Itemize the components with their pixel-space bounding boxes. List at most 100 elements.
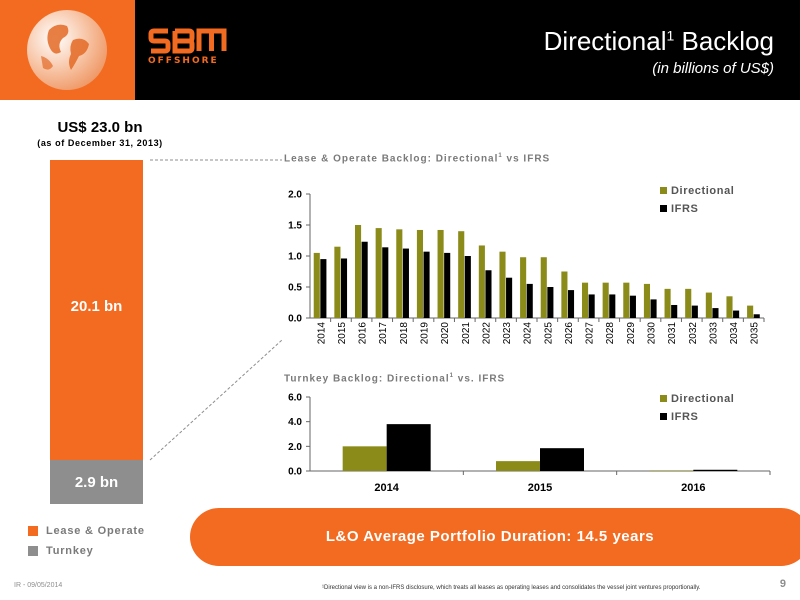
lo-chart-bar-ifrs-2016 xyxy=(361,241,368,318)
tk-chart-title-mark: 1 xyxy=(449,373,454,379)
lo-chart-y-tick-label: 0.0 xyxy=(288,314,302,325)
lo-chart-legend-swatch-directional xyxy=(660,187,667,194)
tk-chart-legend-swatch-ifrs xyxy=(660,413,667,420)
globe-icon xyxy=(27,10,107,90)
lo-chart-bar-directional-2020 xyxy=(437,229,444,318)
tk-chart-legend-label-ifrs: IFRS xyxy=(671,411,698,423)
page-subtitle: (in billions of US$) xyxy=(652,60,774,77)
lo-chart-bar-ifrs-2022 xyxy=(485,270,492,318)
turnkey-value: 2.9 bn xyxy=(74,474,119,491)
lo-chart-bar-ifrs-2017 xyxy=(382,247,389,318)
lo-chart-x-tick-label: 2024 xyxy=(523,322,534,345)
tk-chart-x-tick-label: 2015 xyxy=(528,482,552,494)
lo-chart-x-tick-label: 2034 xyxy=(729,322,740,345)
lease-operate-chart: 0.0 0.5 1.0 1.5 2.0 2014 2015 2016 2017 2018 2019 2… xyxy=(288,185,765,345)
lo-chart-bar-ifrs-2035 xyxy=(753,314,760,318)
lo-chart-bar-ifrs-2014 xyxy=(320,259,327,318)
lo-chart-bar-directional-2033 xyxy=(705,292,712,318)
total-backlog: US$ 23.0 bn xyxy=(57,119,143,136)
tk-chart-bar-directional-2016 xyxy=(649,470,694,471)
lo-chart-bar-directional-2031 xyxy=(664,288,671,318)
lo-chart-x-tick-label: 2035 xyxy=(750,322,761,345)
lo-chart-title-rest: vs IFRS xyxy=(502,153,551,165)
lo-chart-bar-directional-2023 xyxy=(499,251,506,318)
lo-chart-bar-directional-2032 xyxy=(685,288,692,318)
lo-chart-bar-directional-2018 xyxy=(396,229,403,318)
lo-chart-bar-directional-2016 xyxy=(354,225,362,318)
lo-chart-x-tick-label: 2028 xyxy=(605,322,616,345)
title-footnote-mark: 1 xyxy=(666,27,675,44)
lo-chart-y-tick-label: 1.0 xyxy=(288,252,302,263)
tk-chart-y-tick-label: 4.0 xyxy=(288,417,302,428)
lo-chart-bar-directional-2028 xyxy=(602,282,609,318)
lo-chart-x-tick-label: 2030 xyxy=(647,322,658,345)
tk-chart-y-tick-label: 0.0 xyxy=(288,467,302,478)
header-bar: OFFSHORE Directional1 Backlog (in billio… xyxy=(0,0,800,100)
lo-chart-bar-directional-2021 xyxy=(458,231,465,318)
page-number: 9 xyxy=(779,578,786,590)
lo-chart-bar-directional-2014 xyxy=(313,252,320,318)
lo-chart-x-tick-label: 2020 xyxy=(440,322,451,345)
lo-chart-bar-ifrs-2028 xyxy=(609,294,616,318)
lo-chart-x-tick-label: 2021 xyxy=(461,322,472,345)
lo-chart-bar-ifrs-2021 xyxy=(464,256,471,318)
lease-operate-segment: 20.1 bn xyxy=(50,160,143,460)
lo-chart-title-text: Lease & Operate Backlog: Directional xyxy=(284,153,499,165)
tk-chart-bar-ifrs-2014 xyxy=(386,424,431,471)
lo-chart-bar-directional-2019 xyxy=(416,229,423,318)
tk-chart-legend-label-directional: Directional xyxy=(671,393,734,405)
legend-swatch-turnkey xyxy=(28,546,38,556)
duration-banner xyxy=(190,508,800,566)
turnkey-segment: 2.9 bn xyxy=(50,460,143,504)
lease-operate-value: 20.1 bn xyxy=(70,298,123,315)
lo-chart-y-tick-label: 0.5 xyxy=(288,283,302,294)
legend-item-lease-operate: Lease & Operate xyxy=(28,521,145,541)
lo-chart-bar-ifrs-2018 xyxy=(402,248,409,318)
legend-swatch-lease-operate xyxy=(28,526,38,536)
summary-legend: Lease & Operate Turnkey xyxy=(28,521,145,561)
lo-chart-x-tick-label: 2018 xyxy=(399,322,410,345)
lo-chart-title-mark: 1 xyxy=(498,153,503,159)
lo-chart-x-tick-label: 2022 xyxy=(481,322,492,345)
lo-chart-x-tick-label: 2029 xyxy=(626,322,637,345)
lo-chart-bar-ifrs-2026 xyxy=(567,290,575,318)
footer-date: IR - 09/05/2014 xyxy=(14,582,63,589)
title-text: Directional xyxy=(543,26,667,56)
lo-chart-bar-ifrs-2023 xyxy=(506,277,513,318)
lo-chart-x-tick-label: 2033 xyxy=(708,322,719,345)
lo-chart-legend-swatch-ifrs xyxy=(660,205,667,212)
sbm-logo-icon xyxy=(148,28,227,54)
lo-chart-bar-directional-2034 xyxy=(726,296,733,318)
lo-chart-bar-ifrs-2029 xyxy=(629,295,636,318)
lo-chart-bar-ifrs-2031 xyxy=(671,304,678,318)
footnote: ¹Directional view is a non-IFRS disclosu… xyxy=(322,585,701,591)
lo-chart-bar-ifrs-2015 xyxy=(340,258,348,318)
lo-chart-x-tick-label: 2031 xyxy=(667,322,678,345)
lo-chart-bar-directional-2024 xyxy=(520,257,527,318)
lo-chart-bar-directional-2017 xyxy=(375,228,382,318)
lo-chart-x-tick-label: 2014 xyxy=(316,322,327,345)
brand-logo: OFFSHORE xyxy=(148,28,234,66)
lo-chart-bar-directional-2022 xyxy=(478,245,485,318)
lo-chart-bar-directional-2030 xyxy=(643,283,650,318)
lo-chart-legend-label-ifrs: IFRS xyxy=(671,203,698,215)
lo-chart-x-tick-label: 2026 xyxy=(564,322,575,345)
lo-chart-x-tick-label: 2015 xyxy=(337,322,348,345)
tk-chart-x-tick-label: 2014 xyxy=(374,482,399,494)
lo-chart-bar-ifrs-2024 xyxy=(526,283,533,318)
lo-chart-x-tick-label: 2025 xyxy=(543,322,554,345)
duration-banner-text: L&O Average Portfolio Duration: 14.5 yea… xyxy=(325,528,655,545)
lo-chart-bar-ifrs-2033 xyxy=(712,308,719,318)
tk-chart-legend-swatch-directional xyxy=(660,395,667,402)
brand-subtitle: OFFSHORE xyxy=(148,56,219,66)
lo-chart-y-tick-label: 2.0 xyxy=(288,190,302,201)
tk-chart-y-tick-label: 6.0 xyxy=(288,393,302,404)
title-text-rest: Backlog xyxy=(674,26,774,56)
tk-chart-title: Turnkey Backlog: Directional1 vs. IFRS xyxy=(284,373,505,384)
lo-chart-bar-ifrs-2032 xyxy=(691,305,698,318)
lo-chart-x-tick-label: 2019 xyxy=(420,322,431,345)
tk-chart-bar-directional-2015 xyxy=(496,461,540,471)
lo-chart-bar-ifrs-2034 xyxy=(733,310,740,318)
tk-chart-title-rest: vs. IFRS xyxy=(453,373,506,385)
